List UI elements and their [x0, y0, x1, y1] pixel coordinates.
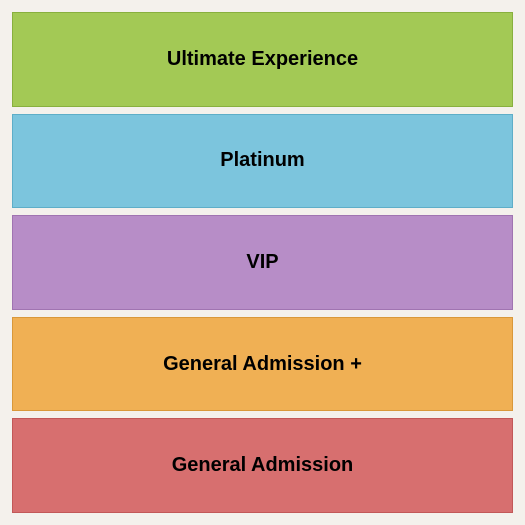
tier-label: VIP: [246, 251, 278, 274]
tier-general-admission[interactable]: General Admission: [12, 418, 513, 513]
tier-ultimate-experience[interactable]: Ultimate Experience: [12, 12, 513, 107]
tier-label: Ultimate Experience: [167, 48, 358, 71]
tier-platinum[interactable]: Platinum: [12, 114, 513, 209]
seating-tier-container: Ultimate Experience Platinum VIP General…: [12, 12, 513, 513]
tier-vip[interactable]: VIP: [12, 215, 513, 310]
tier-label: Platinum: [220, 149, 304, 172]
tier-general-admission-plus[interactable]: General Admission +: [12, 317, 513, 412]
tier-label: General Admission +: [163, 353, 362, 376]
tier-label: General Admission: [172, 454, 354, 477]
